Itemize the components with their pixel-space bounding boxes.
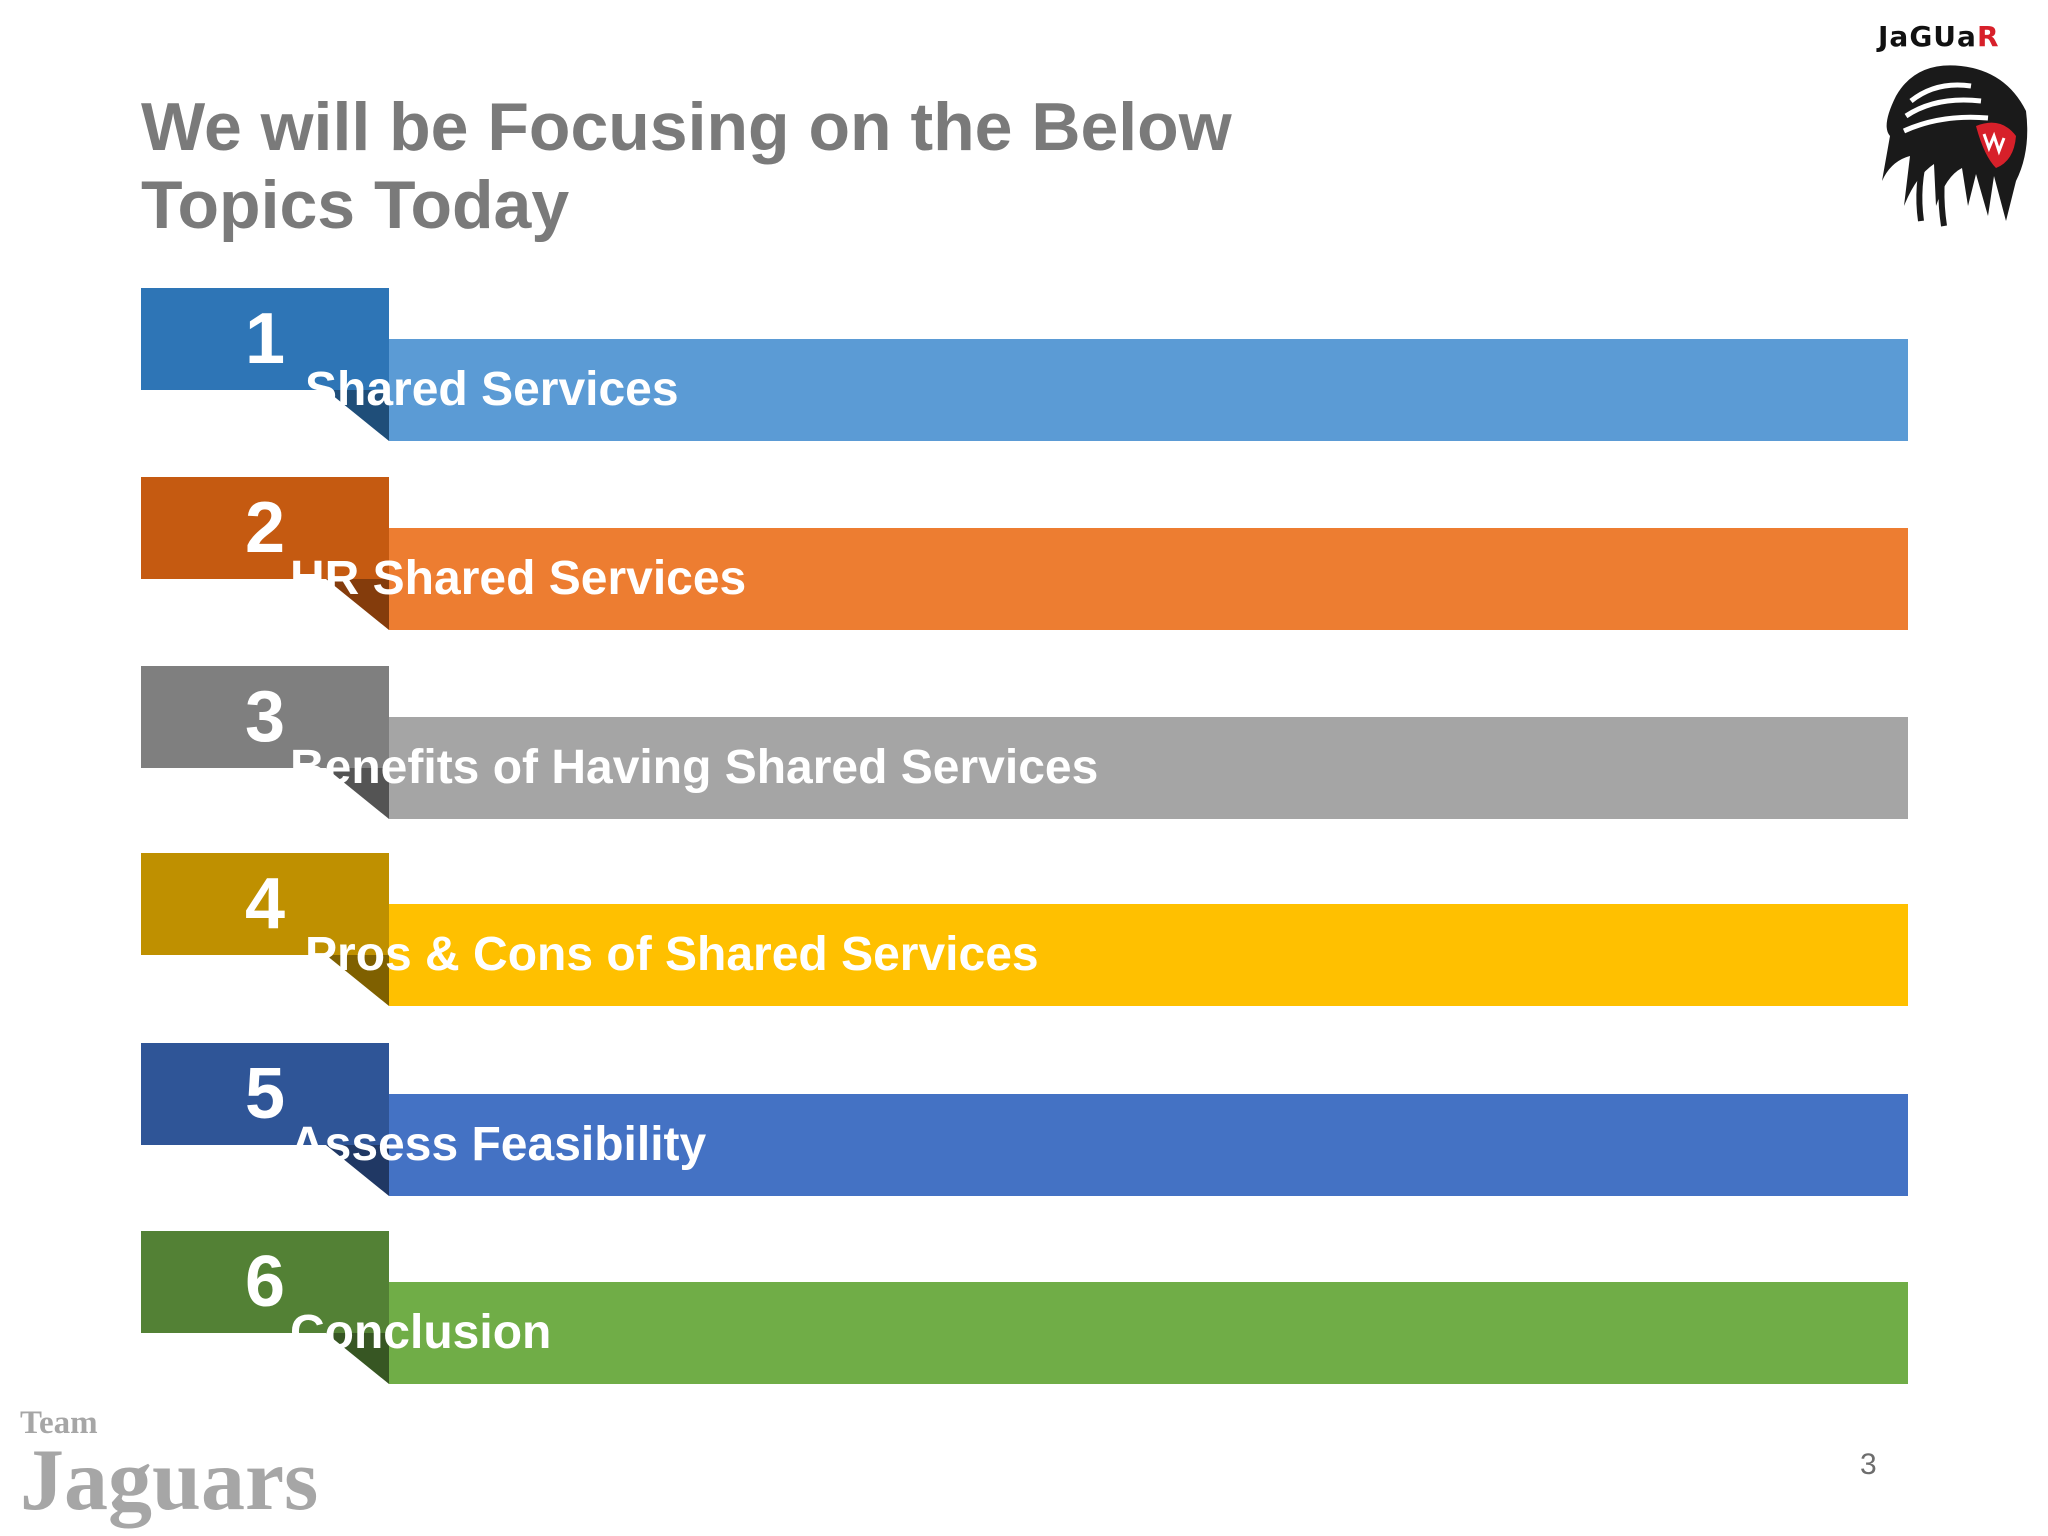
agenda-item-label: Conclusion — [290, 1306, 552, 1359]
agenda-item-label: Shared Services — [305, 363, 679, 416]
agenda-number: 6 — [244, 1242, 286, 1322]
slide-title-line-1: We will be Focusing on the Below — [141, 89, 1232, 165]
team-label: Team — [20, 1405, 98, 1441]
agenda-item-band — [389, 904, 1908, 1006]
agenda-item-label: HR Shared Services — [290, 552, 747, 605]
agenda-item-band — [389, 717, 1908, 819]
logo-wordmark-accent: R — [1976, 20, 2000, 53]
agenda-item-1: 1 Shared Services — [141, 288, 1908, 441]
team-name: Jaguars — [20, 1432, 319, 1529]
agenda-item-4: 4 Pros & Cons of Shared Services — [141, 853, 1908, 1006]
page-number: 3 — [1860, 1448, 1877, 1481]
agenda-item-band — [389, 528, 1908, 630]
agenda-item-3: 3 Benefits of Having Shared Services — [141, 666, 1908, 819]
agenda-item-5: 5 Assess Feasibility — [141, 1043, 1908, 1196]
agenda-number: 2 — [244, 488, 286, 568]
slide-title-line-2: Topics Today — [141, 167, 570, 243]
agenda-number: 3 — [244, 677, 286, 757]
agenda-number-tab — [141, 1231, 389, 1333]
agenda-item-band — [389, 1282, 1908, 1384]
logo-wordmark-main: JaGUa — [1878, 20, 1977, 53]
agenda-number-tab — [141, 1043, 389, 1145]
agenda-number-tab — [141, 666, 389, 768]
slide-title: We will be Focusing on the Below Topics … — [141, 88, 1441, 244]
logo-wordmark: JaGUaR — [1878, 20, 2000, 53]
agenda-item-label: Benefits of Having Shared Services — [290, 741, 1099, 794]
team-jaguars-wordmark: Team Jaguars — [20, 1405, 319, 1529]
agenda-number: 5 — [244, 1054, 286, 1134]
jaguar-head-icon — [1882, 65, 2028, 227]
agenda-item-label: Pros & Cons of Shared Services — [305, 928, 1039, 981]
agenda-item-2: 2 HR Shared Services — [141, 477, 1908, 630]
agenda-number-tab — [141, 477, 389, 579]
agenda-number-tab — [141, 288, 389, 390]
agenda-item-label: Assess Feasibility — [290, 1118, 707, 1171]
agenda-item-6: 6 Conclusion — [141, 1231, 1908, 1384]
agenda-number: 4 — [244, 864, 286, 944]
jaguar-logo: JaGUaR — [1868, 18, 2038, 233]
agenda-item-band — [389, 1094, 1908, 1196]
agenda-item-band — [389, 339, 1908, 441]
agenda-number-tab — [141, 853, 389, 955]
agenda-number: 1 — [244, 299, 286, 379]
